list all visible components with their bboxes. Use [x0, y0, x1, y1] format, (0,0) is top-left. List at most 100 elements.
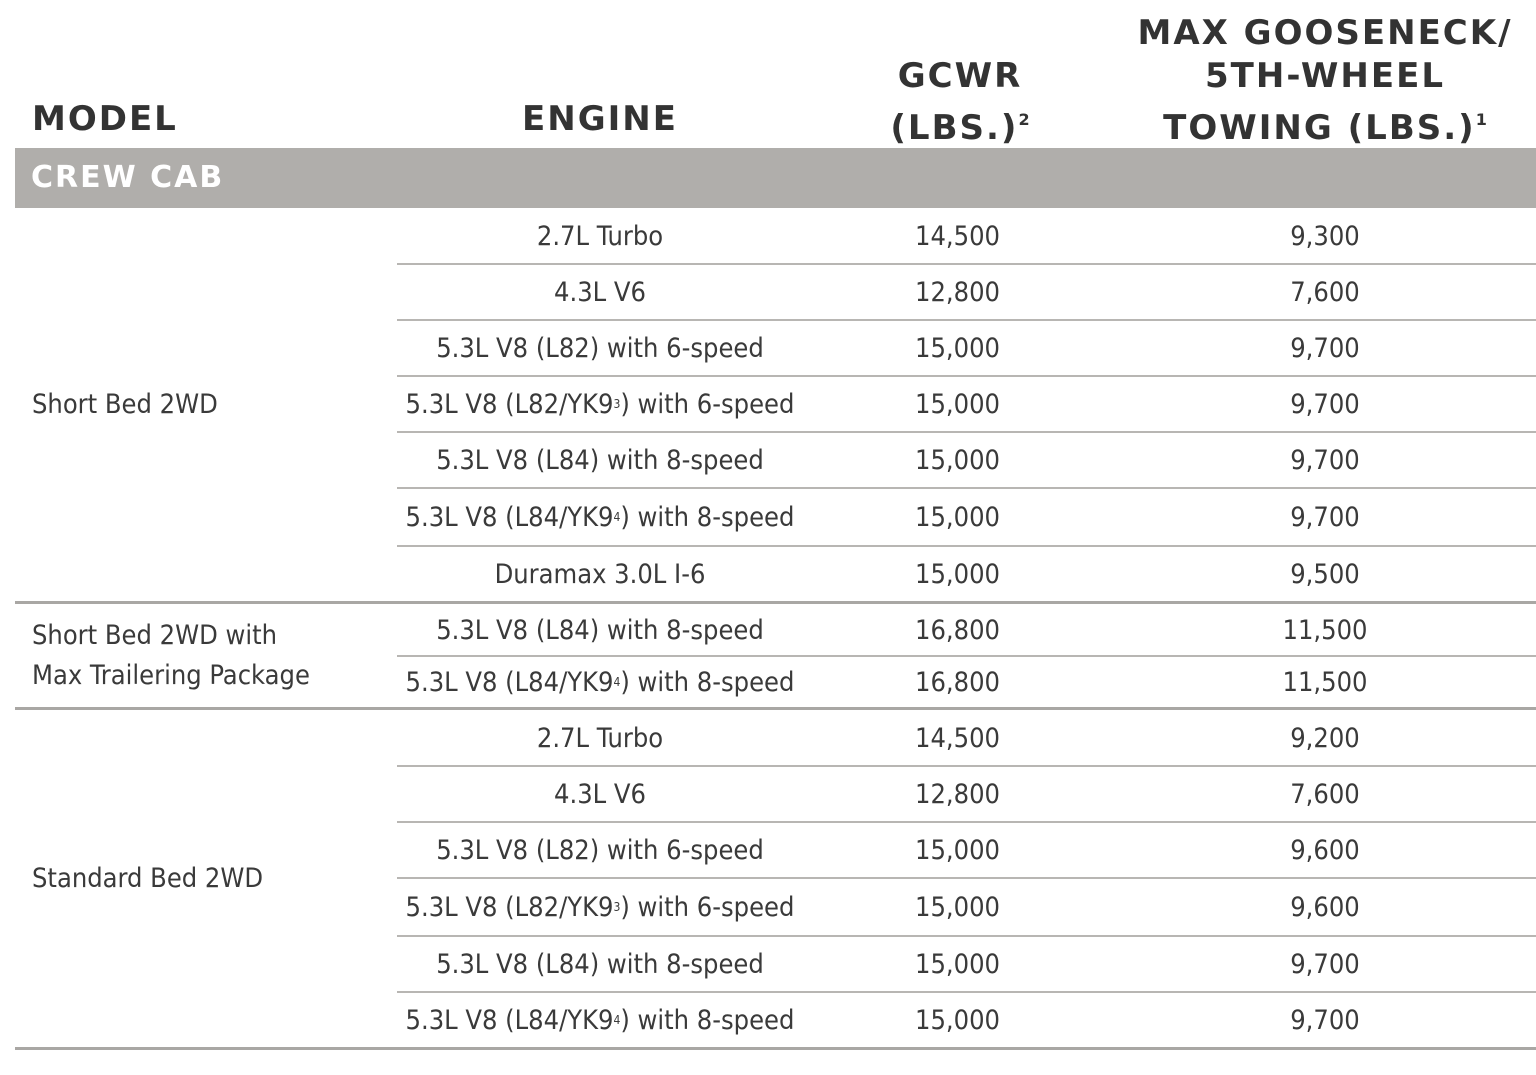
towing-cell: 9,600: [1290, 834, 1360, 866]
engine-text: 4.3L V6: [554, 276, 646, 308]
engine-text: 5.3L V8 (L84/YK9: [405, 666, 614, 698]
header-text: MODEL: [32, 99, 178, 139]
engine-cell: 5.3L V8 (L84/YK9 4) with 8-speed: [400, 488, 800, 546]
group-divider: [15, 601, 1536, 604]
gcwr-cell: 15,000: [915, 444, 1000, 476]
engine-cell: 4.3L V6: [400, 766, 800, 822]
engine-cell: 5.3L V8 (L84/YK9 4) with 8-speed: [400, 992, 800, 1048]
engine-cell: 2.7L Turbo: [400, 710, 800, 766]
gcwr-cell: 16,800: [915, 666, 1000, 698]
row-divider: [397, 545, 1536, 547]
row-divider: [397, 487, 1536, 489]
gcwr-cell: 15,000: [915, 891, 1000, 923]
engine-text-tail: ) with 6-speed: [620, 388, 795, 420]
towing-cell: 11,500: [1282, 614, 1368, 646]
engine-text: 5.3L V8 (L82) with 6-speed: [436, 834, 764, 866]
gcwr-cell: 15,000: [915, 1004, 1000, 1036]
section-title: CREW CAB: [31, 160, 225, 195]
row-divider: [397, 375, 1536, 377]
table-row: 5.3L V8 (L84) with 8-speed 15,000 9,700: [0, 432, 1536, 488]
towing-cell: 9,700: [1290, 501, 1360, 533]
engine-text-tail: ) with 6-speed: [620, 891, 795, 923]
row-divider: [397, 655, 1536, 657]
engine-text: 4.3L V6: [554, 778, 646, 810]
towing-cell: 9,300: [1290, 220, 1360, 252]
gcwr-cell: 15,000: [915, 558, 1000, 590]
row-divider: [397, 821, 1536, 823]
engine-cell: 5.3L V8 (L82/YK9 3) with 6-speed: [400, 376, 800, 432]
towing-cell: 9,200: [1290, 722, 1360, 754]
table-row: 5.3L V8 (L84) with 8-speed 16,800 11,500: [0, 604, 1536, 656]
footnote-marker: 3: [613, 900, 621, 914]
model-line: Standard Bed 2WD: [32, 863, 264, 894]
footnote-marker: 4: [613, 510, 621, 524]
table-row: 5.3L V8 (L82) with 6-speed 15,000 9,700: [0, 320, 1536, 376]
towing-cell: 9,500: [1290, 558, 1360, 590]
gcwr-cell: 16,800: [915, 614, 1000, 646]
gcwr-cell: 15,000: [915, 501, 1000, 533]
model-line: Max Trailering Package: [32, 660, 310, 691]
engine-text-tail: ) with 8-speed: [620, 666, 795, 698]
column-header-max-towing: MAX GOOSENECK/ 5TH-WHEEL TOWING (LBS.)1: [1110, 12, 1536, 150]
towing-cell: 11,500: [1282, 666, 1368, 698]
engine-cell: 5.3L V8 (L84) with 8-speed: [400, 936, 800, 992]
model-label: Short Bed 2WD: [32, 385, 218, 425]
towing-cell: 9,700: [1290, 388, 1360, 420]
footnote-marker: 4: [613, 675, 621, 689]
header-line: TOWING (LBS.)1: [1110, 98, 1536, 150]
engine-cell: 5.3L V8 (L82/YK9 3) with 6-speed: [400, 878, 800, 936]
towing-cell: 9,700: [1290, 332, 1360, 364]
group-divider: [15, 1047, 1536, 1050]
table-row: Duramax 3.0L I-6 15,000 9,500: [0, 546, 1536, 602]
gcwr-cell: 15,000: [915, 834, 1000, 866]
engine-text-tail: ) with 8-speed: [620, 501, 795, 533]
gcwr-cell: 15,000: [915, 388, 1000, 420]
engine-text: 2.7L Turbo: [536, 722, 664, 754]
towing-cell: 7,600: [1290, 778, 1360, 810]
table-row: 4.3L V6 12,800 7,600: [0, 766, 1536, 822]
header-line: 5TH-WHEEL: [1205, 56, 1445, 96]
table-row: 5.3L V8 (L82/YK9 3) with 6-speed 15,000 9,6…: [0, 878, 1536, 936]
header-line: GCWR: [897, 56, 1023, 96]
header-text: TOWING (LBS.): [1163, 108, 1476, 148]
engine-cell: 5.3L V8 (L84/YK9 4) with 8-speed: [400, 656, 800, 708]
engine-cell: 2.7L Turbo: [400, 208, 800, 264]
towing-cell: 9,700: [1290, 1004, 1360, 1036]
engine-text: 5.3L V8 (L82/YK9: [405, 388, 614, 420]
row-divider: [397, 263, 1536, 265]
group-divider: [15, 707, 1536, 710]
footnote-marker: 1: [1475, 110, 1487, 129]
engine-text: 5.3L V8 (L84) with 8-speed: [436, 614, 764, 646]
row-divider: [397, 877, 1536, 879]
towing-cell: 9,600: [1290, 891, 1360, 923]
engine-text: 5.3L V8 (L84) with 8-speed: [436, 948, 764, 980]
model-line: Short Bed 2WD: [32, 389, 218, 420]
engine-text: 5.3L V8 (L84/YK9: [405, 501, 614, 533]
engine-cell: 5.3L V8 (L82) with 6-speed: [400, 320, 800, 376]
engine-text: 5.3L V8 (L84) with 8-speed: [436, 444, 764, 476]
row-divider: [397, 765, 1536, 767]
gcwr-cell: 14,500: [915, 722, 1000, 754]
engine-text: 5.3L V8 (L82/YK9: [405, 891, 614, 923]
engine-cell: 5.3L V8 (L82) with 6-speed: [400, 822, 800, 878]
model-line: Short Bed 2WD with: [32, 620, 278, 651]
table-row: 2.7L Turbo 14,500 9,200: [0, 710, 1536, 766]
engine-text: Duramax 3.0L I-6: [494, 558, 706, 590]
engine-cell: Duramax 3.0L I-6: [400, 546, 800, 602]
footnote-marker: 2: [1018, 110, 1030, 129]
table-row: 5.3L V8 (L82/YK9 3) with 6-speed 15,000 9,7…: [0, 376, 1536, 432]
table-row: 4.3L V6 12,800 7,600: [0, 264, 1536, 320]
column-header-model: MODEL: [32, 98, 178, 141]
header-line: (LBS.)2: [820, 98, 1100, 150]
row-divider: [397, 991, 1536, 993]
table-row: 5.3L V8 (L84/YK9 4) with 8-speed 15,000 9,7…: [0, 488, 1536, 546]
model-label: Short Bed 2WD with Max Trailering Package: [32, 616, 310, 696]
towing-cell: 9,700: [1290, 948, 1360, 980]
gcwr-cell: 14,500: [915, 220, 1000, 252]
engine-text: 5.3L V8 (L82) with 6-speed: [436, 332, 764, 364]
column-header-gcwr: GCWR (LBS.)2: [820, 55, 1100, 150]
engine-text-tail: ) with 8-speed: [620, 1004, 795, 1036]
header-line: MAX GOOSENECK/: [1137, 13, 1513, 53]
section-bar-crew-cab: CREW CAB: [15, 148, 1536, 208]
engine-cell: 4.3L V6: [400, 264, 800, 320]
